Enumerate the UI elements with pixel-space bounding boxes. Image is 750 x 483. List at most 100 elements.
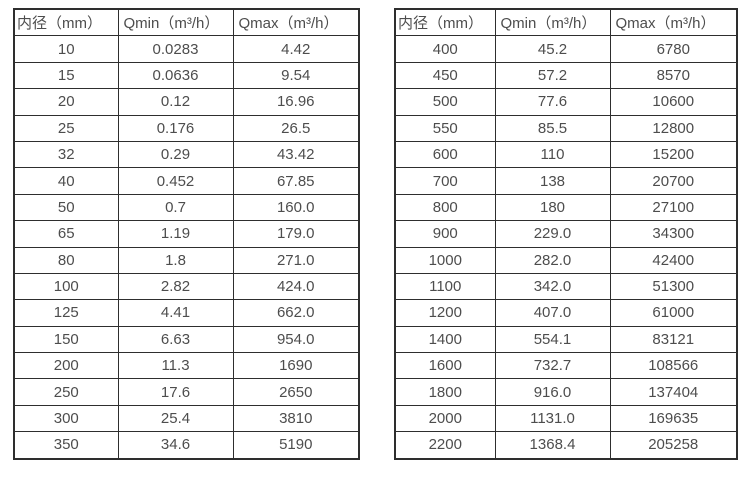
- spec-table-small-diameters: 内径（mm） Qmin（m³/h） Qmax（m³/h） 10 0.0283 4.4…: [13, 8, 360, 460]
- qmin-cell: 0.0283: [117, 35, 234, 63]
- qmin-cell: 110: [494, 140, 611, 169]
- qmin-cell: 11.3: [117, 352, 234, 380]
- qmin-cell: 0.0636: [117, 61, 234, 90]
- diameter-cell: 500: [394, 88, 496, 116]
- diameter-cell: 800: [394, 193, 496, 222]
- qmin-cell: 4.41: [117, 299, 234, 327]
- diameter-cell: 25: [13, 114, 119, 142]
- column-header-qmin: Qmin（m³/h）: [494, 8, 611, 37]
- qmax-cell: 662.0: [232, 299, 360, 327]
- column-header-qmax: Qmax（m³/h）: [232, 8, 360, 37]
- diameter-cell: 65: [13, 220, 119, 248]
- qmin-cell: 0.29: [117, 140, 234, 169]
- table-row: 10 0.0283 4.42: [13, 35, 360, 63]
- qmax-cell: 271.0: [232, 246, 360, 274]
- table-body: 400 45.2 6780 450 57.2 8570 500 77.6 10600 550 85.…: [394, 35, 738, 460]
- diameter-cell: 1200: [394, 299, 496, 327]
- qmin-cell: 34.6: [117, 431, 234, 460]
- qmax-cell: 4.42: [232, 35, 360, 63]
- qmax-cell: 5190: [232, 431, 360, 460]
- diameter-cell: 350: [13, 431, 119, 460]
- qmin-cell: 282.0: [494, 246, 611, 274]
- diameter-cell: 15: [13, 61, 119, 90]
- diameter-cell: 250: [13, 378, 119, 406]
- table-row: 700 138 20700: [394, 167, 738, 195]
- diameter-cell: 400: [394, 35, 496, 63]
- diameter-cell: 1600: [394, 352, 496, 380]
- qmin-cell: 1131.0: [494, 404, 611, 433]
- diameter-cell: 900: [394, 220, 496, 248]
- diameter-cell: 1400: [394, 325, 496, 354]
- qmin-cell: 916.0: [494, 378, 611, 406]
- table-row: 2000 1131.0 169635: [394, 404, 738, 433]
- table-row: 65 1.19 179.0: [13, 220, 360, 248]
- table-row: 550 85.5 12800: [394, 114, 738, 142]
- table-row: 150 6.63 954.0: [13, 325, 360, 354]
- qmin-cell: 732.7: [494, 352, 611, 380]
- diameter-cell: 1000: [394, 246, 496, 274]
- table-body: 10 0.0283 4.42 15 0.0636 9.54 20 0.12 16.96 25 0.1…: [13, 35, 360, 460]
- qmin-cell: 6.63: [117, 325, 234, 354]
- diameter-cell: 700: [394, 167, 496, 195]
- diameter-cell: 2000: [394, 404, 496, 433]
- qmax-cell: 8570: [609, 61, 738, 90]
- diameter-cell: 125: [13, 299, 119, 327]
- qmax-cell: 12800: [609, 114, 738, 142]
- qmax-cell: 34300: [609, 220, 738, 248]
- table-row: 500 77.6 10600: [394, 88, 738, 116]
- table-row: 50 0.7 160.0: [13, 193, 360, 222]
- table-row: 1400 554.1 83121: [394, 325, 738, 354]
- qmin-cell: 0.7: [117, 193, 234, 222]
- diameter-cell: 1100: [394, 272, 496, 301]
- table-row: 200 11.3 1690: [13, 352, 360, 380]
- qmin-cell: 1368.4: [494, 431, 611, 460]
- table-row: 2200 1368.4 205258: [394, 431, 738, 460]
- qmax-cell: 3810: [232, 404, 360, 433]
- qmax-cell: 6780: [609, 35, 738, 63]
- qmin-cell: 77.6: [494, 88, 611, 116]
- table-row: 25 0.176 26.5: [13, 114, 360, 142]
- qmin-cell: 17.6: [117, 378, 234, 406]
- column-header-diameter: 内径（mm）: [394, 8, 496, 37]
- qmin-cell: 0.12: [117, 88, 234, 116]
- column-header-diameter: 内径（mm）: [13, 8, 119, 37]
- qmax-cell: 20700: [609, 167, 738, 195]
- qmin-cell: 25.4: [117, 404, 234, 433]
- table-row: 250 17.6 2650: [13, 378, 360, 406]
- diameter-cell: 100: [13, 272, 119, 301]
- qmax-cell: 51300: [609, 272, 738, 301]
- qmax-cell: 179.0: [232, 220, 360, 248]
- qmax-cell: 15200: [609, 140, 738, 169]
- spec-table-large-diameters: 内径（mm） Qmin（m³/h） Qmax（m³/h） 400 45.2 6780…: [394, 8, 738, 460]
- qmax-cell: 10600: [609, 88, 738, 116]
- qmin-cell: 85.5: [494, 114, 611, 142]
- diameter-cell: 1800: [394, 378, 496, 406]
- qmin-cell: 229.0: [494, 220, 611, 248]
- diameter-cell: 50: [13, 193, 119, 222]
- qmax-cell: 108566: [609, 352, 738, 380]
- qmax-cell: 27100: [609, 193, 738, 222]
- diameter-cell: 600: [394, 140, 496, 169]
- qmin-cell: 342.0: [494, 272, 611, 301]
- table-row: 800 180 27100: [394, 193, 738, 222]
- qmax-cell: 2650: [232, 378, 360, 406]
- diameter-cell: 150: [13, 325, 119, 354]
- qmax-cell: 42400: [609, 246, 738, 274]
- qmax-cell: 43.42: [232, 140, 360, 169]
- table-row: 900 229.0 34300: [394, 220, 738, 248]
- diameter-cell: 550: [394, 114, 496, 142]
- table-row: 450 57.2 8570: [394, 61, 738, 90]
- qmax-cell: 9.54: [232, 61, 360, 90]
- header-row: 内径（mm） Qmin（m³/h） Qmax（m³/h）: [13, 8, 360, 37]
- tables-container: 内径（mm） Qmin（m³/h） Qmax（m³/h） 10 0.0283 4.4…: [13, 8, 738, 460]
- qmax-cell: 424.0: [232, 272, 360, 301]
- table-row: 15 0.0636 9.54: [13, 61, 360, 90]
- qmin-cell: 45.2: [494, 35, 611, 63]
- table-row: 1800 916.0 137404: [394, 378, 738, 406]
- qmin-cell: 57.2: [494, 61, 611, 90]
- qmin-cell: 2.82: [117, 272, 234, 301]
- diameter-cell: 450: [394, 61, 496, 90]
- qmin-cell: 554.1: [494, 325, 611, 354]
- table-row: 1600 732.7 108566: [394, 352, 738, 380]
- qmax-cell: 61000: [609, 299, 738, 327]
